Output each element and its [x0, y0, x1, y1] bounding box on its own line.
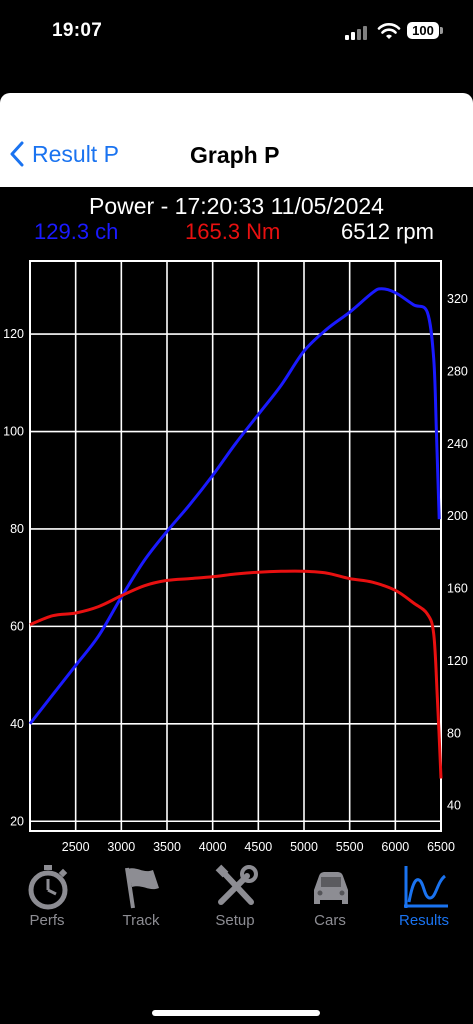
tab-cars[interactable]: Cars — [290, 858, 370, 938]
chevron-left-icon — [10, 141, 24, 167]
status-bar: 19:07 100 — [0, 0, 473, 64]
y-right-tick-label: 80 — [447, 726, 461, 740]
y-right-tick-label: 160 — [447, 582, 468, 596]
flag-icon — [125, 867, 159, 909]
stopwatch-icon — [28, 865, 68, 910]
chart-header: Power - 17:20:33 11/05/2024 129.3 ch 165… — [0, 192, 473, 244]
power-readout: 129.3 ch — [34, 219, 119, 244]
tab-track[interactable]: Track — [101, 858, 181, 938]
tab-perfs[interactable]: Perfs — [7, 858, 87, 938]
results-graph-icon — [404, 866, 448, 908]
chart-title: Power - 17:20:33 11/05/2024 — [89, 193, 384, 219]
tab-results[interactable]: Results — [384, 858, 464, 938]
cellular-signal-icon — [345, 24, 369, 40]
tab-label: Cars — [314, 912, 346, 929]
x-tick-label: 6000 — [381, 840, 409, 854]
y-right-tick-label: 320 — [447, 292, 468, 306]
x-tick-label: 6500 — [427, 840, 455, 854]
y-right-tick-label: 40 — [447, 799, 461, 813]
rpm-readout: 6512 rpm — [341, 219, 434, 244]
y-left-tick-label: 100 — [3, 425, 24, 439]
car-icon — [314, 872, 348, 904]
torque-curve — [29, 569, 443, 779]
navigation-bar: Result P Graph P — [0, 93, 473, 187]
tab-label: Track — [122, 912, 160, 929]
battery-indicator: 100 — [407, 22, 439, 39]
tab-setup[interactable]: Setup — [195, 858, 275, 938]
tools-icon — [215, 864, 258, 905]
y-right-tick-label: 280 — [447, 364, 468, 378]
plot-frame — [29, 260, 442, 832]
x-tick-label: 5500 — [336, 840, 364, 854]
x-tick-label: 3500 — [153, 840, 181, 854]
battery-tip — [440, 27, 443, 34]
home-indicator — [152, 1010, 320, 1016]
page-title: Graph P — [190, 142, 280, 168]
y-left-tick-label: 20 — [10, 814, 24, 828]
y-right-tick-label: 200 — [447, 509, 468, 523]
y-left-tick-label: 80 — [10, 522, 24, 536]
tab-label: Results — [398, 912, 450, 929]
back-button[interactable]: Result P — [10, 139, 119, 169]
status-time: 19:07 — [52, 20, 103, 41]
x-tick-label: 4500 — [244, 840, 272, 854]
x-tick-label: 3000 — [107, 840, 135, 854]
y-left-tick-label: 120 — [3, 327, 24, 341]
y-left-tick-label: 60 — [10, 619, 24, 633]
tab-label: Perfs — [29, 912, 65, 929]
wifi-icon — [377, 23, 401, 39]
x-tick-label: 2500 — [62, 840, 90, 854]
back-label: Result P — [32, 140, 119, 167]
x-tick-label: 5000 — [290, 840, 318, 854]
y-right-tick-label: 240 — [447, 437, 468, 451]
power-torque-chart: 2500 3000 3500 4000 4500 5000 5500 6000 6500 20 40… — [3, 260, 468, 854]
tab-label: Setup — [215, 912, 255, 929]
y-right-tick-label: 120 — [447, 654, 468, 668]
power-curve — [28, 287, 441, 725]
tab-bar: Perfs Track Setup Cars Result — [0, 858, 473, 938]
torque-readout: 165.3 Nm — [185, 219, 281, 244]
x-tick-label: 4000 — [199, 840, 227, 854]
y-left-tick-label: 40 — [10, 717, 24, 731]
